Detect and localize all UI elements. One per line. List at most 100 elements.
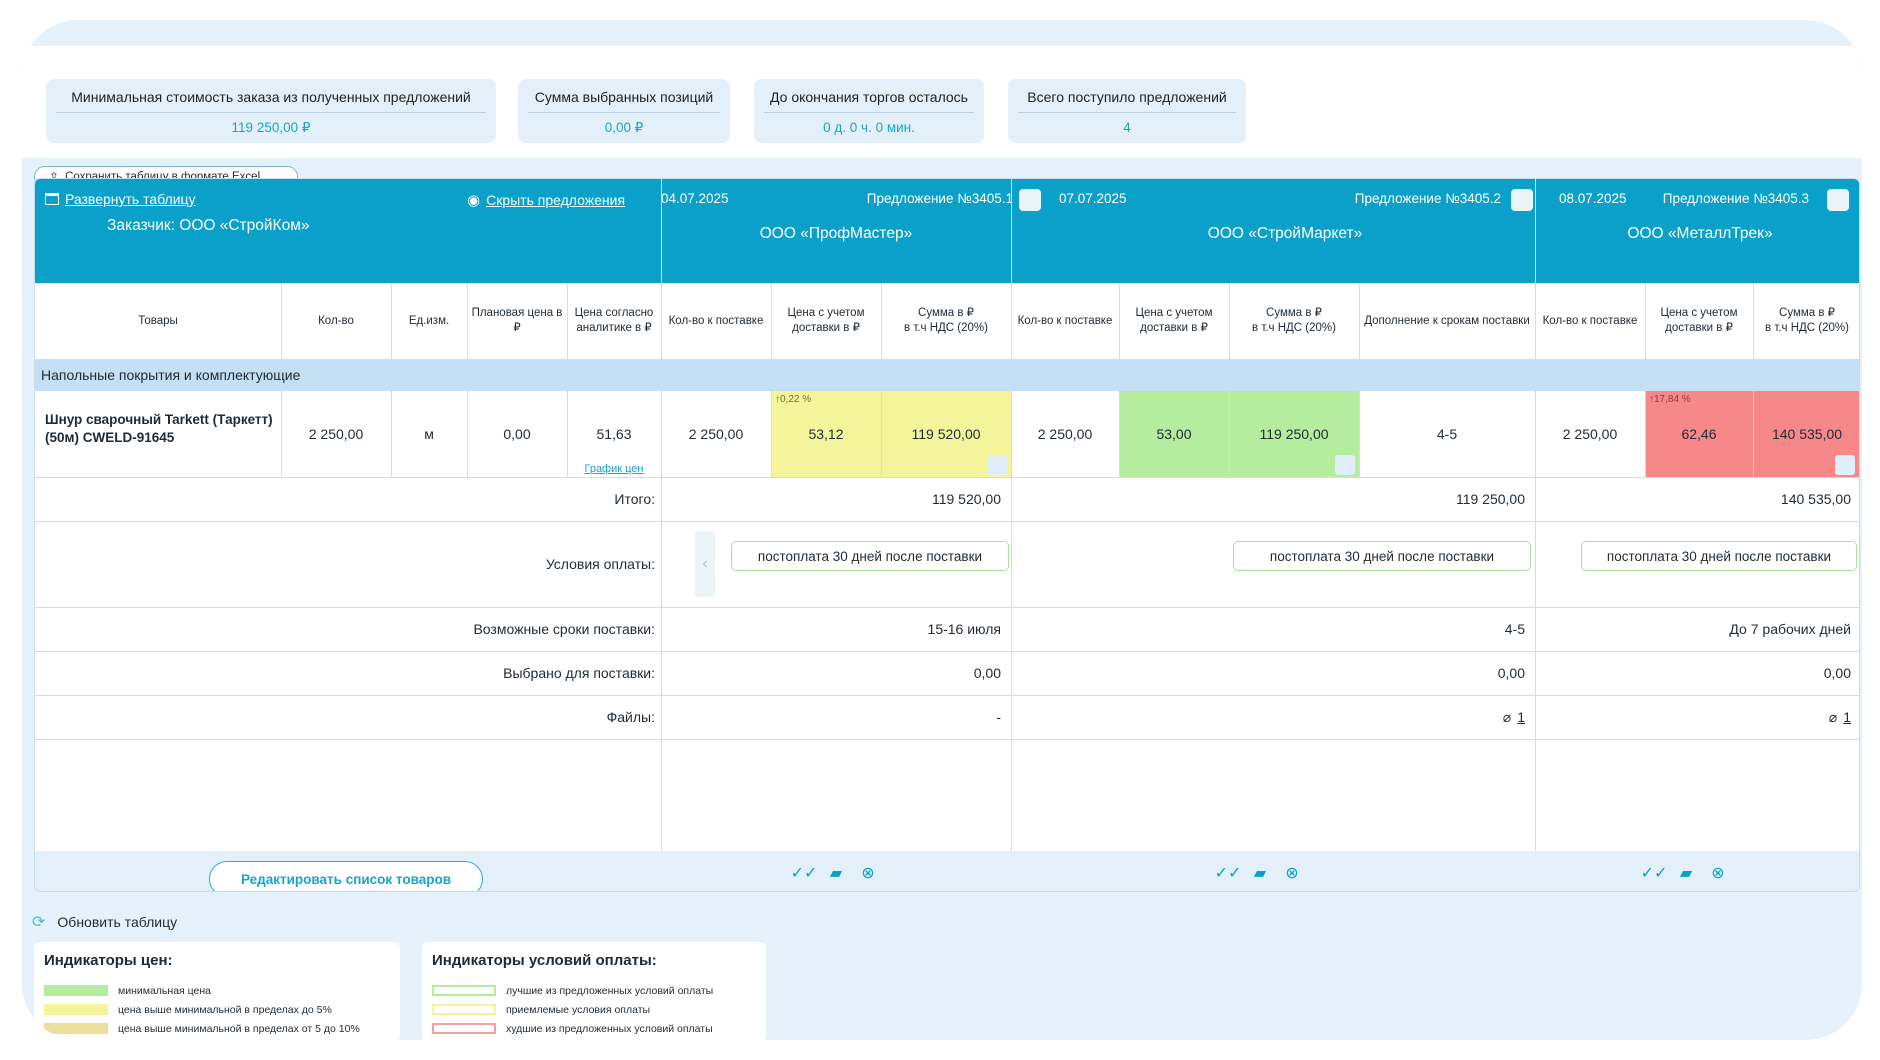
paperclip-icon: ⌀ [1502, 708, 1512, 725]
col-offer-2-sum: Сумма в ₽ в т.ч НДС (20%) [1229, 283, 1359, 359]
offer-2-delivery: 4-5 [1504, 621, 1525, 637]
legend-label: минимальная цена [118, 984, 212, 997]
comment-icon[interactable]: ▰ [1679, 865, 1693, 882]
legend-row: худшие из предложенных условий оплаты [432, 1021, 756, 1036]
legend-title: Индикаторы условий оплаты: [432, 952, 657, 969]
summary-card-selected-sum: Сумма выбранных позиций 0,00 ₽ [518, 79, 730, 143]
offer-3-payment: постоплата 30 дней после поставки [1581, 541, 1857, 571]
offer-1-actions: ✓✓ ▰ ⊗ [790, 862, 879, 884]
summary-label: Сумма выбранных позиций [528, 89, 720, 113]
refresh-label: Обновить таблицу [57, 914, 178, 930]
col-sum-line2: в т.ч НДС (20%) [1252, 322, 1336, 334]
summary-card-offers-count: Всего поступило предложений 4 [1008, 79, 1246, 143]
hide-offers-link[interactable]: ◉ Скрыть предложения [467, 191, 625, 209]
offer-1-checkbox[interactable] [1019, 189, 1041, 211]
summary-value: 0 д. 0 ч. 0 мин. [823, 120, 915, 135]
offer-2-price-cell[interactable]: 53,00 [1119, 391, 1229, 477]
offer-3-date: 08.07.2025 [1559, 191, 1627, 206]
offer-2-actions: ✓✓ ▰ ⊗ [1214, 862, 1303, 884]
offer-3-files[interactable]: ⌀ 1 [1535, 695, 1859, 739]
offer-3-price-cell[interactable]: 62,46 [1645, 391, 1753, 477]
offer-1-price-cell[interactable]: 53,12 [771, 391, 881, 477]
grid-line [35, 521, 1859, 522]
grid-line [1535, 179, 1536, 891]
grid-line [1359, 283, 1360, 477]
legend-label: цена выше минимальной в пределах от 5 до… [118, 1022, 360, 1035]
col-offer-3-sum: Сумма в ₽ в т.ч НДС (20%) [1753, 283, 1859, 359]
offer-2-payment: постоплата 30 дней после поставки [1233, 541, 1531, 571]
refresh-table-button[interactable]: ⟳ Обновить таблицу [32, 912, 177, 932]
offer-3-price: 62,46 [1681, 426, 1717, 442]
offer-3-number: Предложение №3405.3 [1662, 191, 1809, 206]
grid-line [661, 179, 662, 891]
col-offer-2-deliv-qty: Кол-во к поставке [1017, 314, 1113, 327]
close-circle-icon[interactable]: ⊗ [861, 865, 875, 882]
col-offer-3-deliv-qty: Кол-во к поставке [1542, 314, 1638, 327]
price-indicators-legend: Индикаторы цен: минимальная цена цена вы… [34, 942, 400, 1040]
double-check-icon[interactable]: ✓✓ [1640, 865, 1668, 882]
total-label: Итого: [614, 491, 655, 507]
offer-1-sum: 119 520,00 [911, 426, 981, 442]
offer-1-item-checkbox[interactable] [987, 455, 1007, 475]
legend-swatch [44, 985, 108, 996]
grid-line [881, 283, 882, 477]
legend-row: цена выше минимальной в пределах от 5 до… [44, 1021, 390, 1036]
category-row: Напольные покрытия и комплектующие [35, 359, 1859, 391]
comment-icon[interactable]: ▰ [1253, 865, 1267, 882]
offer-2-number: Предложение №3405.2 [1354, 191, 1501, 206]
hide-offers-label: Скрыть предложения [486, 192, 626, 208]
legend-row: минимальная цена [44, 983, 390, 998]
payment-indicators-legend: Индикаторы условий оплаты: лучшие из пре… [422, 942, 766, 1040]
files-label: Файлы: [606, 709, 655, 725]
paperclip-icon: ⌀ [1828, 708, 1838, 725]
offer-3-sum-cell[interactable]: 140 535,00 [1753, 391, 1859, 477]
legend-label: цена выше минимальной в пределах до 5% [118, 1003, 332, 1016]
grid-line [35, 359, 1859, 360]
legend-swatch [44, 1023, 108, 1034]
legend-label: приемлемые условия оплаты [506, 1003, 651, 1016]
col-offer-2-extra-terms: Дополнение к срокам поставки [1364, 314, 1530, 327]
summary-card-time-left: До окончания торгов осталось 0 д. 0 ч. 0… [754, 79, 984, 143]
grid-line [1753, 283, 1754, 477]
grid-line [567, 283, 568, 477]
item-plan-price: 0,00 [503, 426, 531, 442]
grid-line [467, 283, 468, 477]
offer-3-item-checkbox[interactable] [1835, 455, 1855, 475]
offer-3-deliv-qty: 2 250,00 [1562, 426, 1618, 442]
col-qty: Кол-во [318, 314, 354, 327]
eye-icon: ◉ [467, 192, 481, 209]
legend-label: лучшие из предложенных условий оплаты [506, 984, 714, 997]
close-circle-icon[interactable]: ⊗ [1285, 865, 1299, 882]
offer-1-company: ООО «ПрофМастер» [759, 225, 913, 242]
offer-2-files[interactable]: ⌀ 1 [1011, 695, 1535, 739]
offer-2-date: 07.07.2025 [1059, 191, 1127, 206]
summary-card-min-cost: Минимальная стоимость заказа из полученн… [46, 79, 496, 143]
grid-line [1119, 283, 1120, 477]
summary-value: 4 [1123, 120, 1131, 135]
col-unit: Ед.изм. [408, 314, 450, 327]
double-check-icon[interactable]: ✓✓ [790, 865, 818, 882]
item-unit: м [424, 426, 434, 442]
price-chart-link[interactable]: График цен [584, 463, 644, 475]
legend-row: приемлемые условия оплаты [432, 1002, 756, 1017]
scroll-left-icon[interactable]: ‹ [695, 531, 715, 597]
offer-3-checkbox[interactable] [1827, 189, 1849, 211]
legend-label: худшие из предложенных условий оплаты [506, 1022, 713, 1035]
grid-line [35, 651, 1859, 652]
offer-2-checkbox[interactable] [1511, 189, 1533, 211]
offer-2-selected: 0,00 [1497, 665, 1525, 681]
offer-2-item-checkbox[interactable] [1335, 455, 1355, 475]
expand-table-link[interactable]: Развернуть таблицу [45, 191, 196, 207]
offer-3-total: 140 535,00 [1780, 491, 1851, 507]
edit-goods-button[interactable]: Редактировать список товаров [209, 861, 483, 891]
col-sum-line1: Сумма в ₽ [1779, 307, 1835, 319]
offer-1-date: 04.07.2025 [661, 191, 729, 206]
summary-label: Всего поступило предложений [1018, 89, 1236, 113]
offer-2-extra-terms: 4-5 [1436, 426, 1458, 442]
expand-table-label: Развернуть таблицу [65, 191, 196, 207]
double-check-icon[interactable]: ✓✓ [1214, 865, 1242, 882]
summary-label: До окончания торгов осталось [764, 89, 974, 113]
close-circle-icon[interactable]: ⊗ [1711, 865, 1725, 882]
legend-swatch [432, 985, 496, 996]
comment-icon[interactable]: ▰ [829, 865, 843, 882]
